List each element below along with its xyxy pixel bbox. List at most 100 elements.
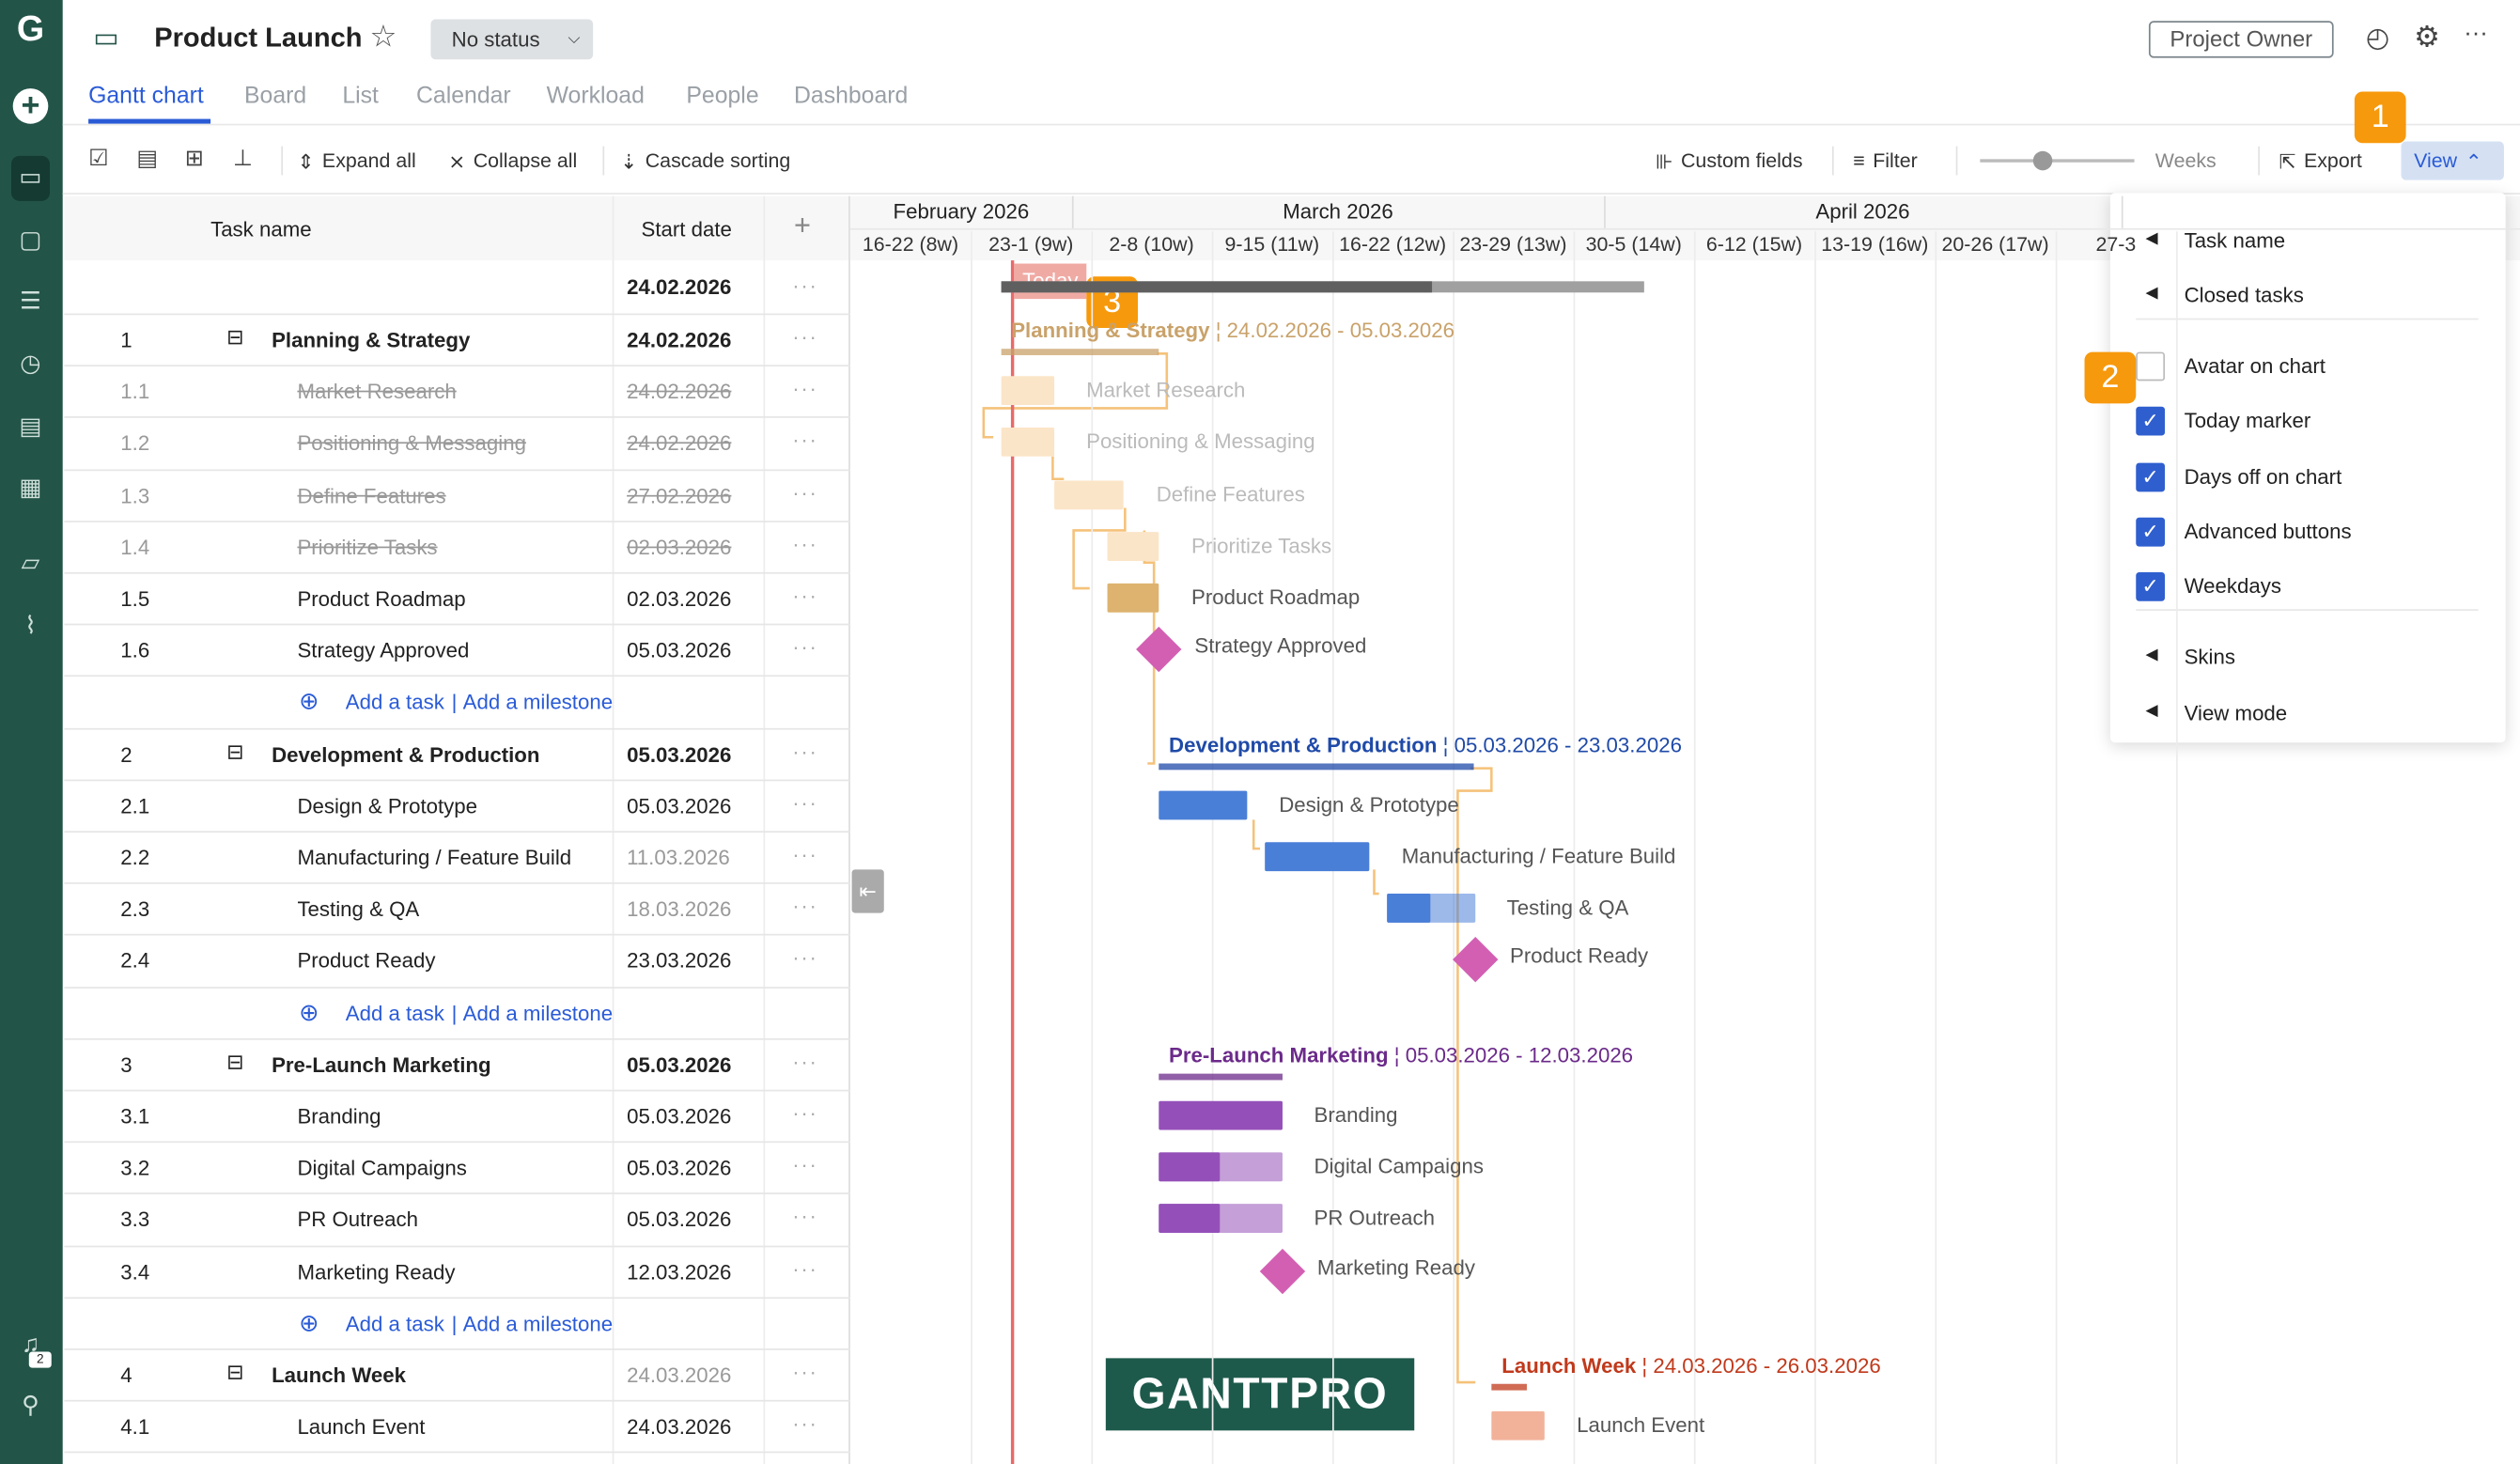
add-task-link[interactable]: Add a task xyxy=(345,1311,444,1336)
attachment-icon[interactable]: ⌇ xyxy=(24,612,37,640)
task-name[interactable]: Market Research xyxy=(297,379,457,404)
add-circle-icon[interactable]: ⊕ xyxy=(299,688,319,716)
task-bar[interactable] xyxy=(1053,479,1125,509)
row-menu-icon[interactable]: ··· xyxy=(792,739,818,763)
task-name[interactable]: Planning & Strategy xyxy=(272,327,471,352)
add-column-plus-icon[interactable]: + xyxy=(793,209,811,241)
task-name[interactable]: Prioritize Tasks xyxy=(297,535,438,559)
add-circle-icon[interactable]: ⊕ xyxy=(299,1309,319,1337)
tab-board[interactable]: Board xyxy=(243,83,307,110)
checkbox-today-marker[interactable]: ✓ xyxy=(2136,406,2166,436)
task-start-date[interactable]: 05.03.2026 xyxy=(627,1052,732,1077)
row-menu-icon[interactable]: ··· xyxy=(792,1049,818,1074)
task-bar[interactable] xyxy=(1159,790,1248,820)
checkbox-avatar-on-chart[interactable] xyxy=(2136,351,2166,382)
row-menu-icon[interactable]: ··· xyxy=(792,376,818,401)
row-menu-icon[interactable]: ··· xyxy=(792,1360,818,1384)
search-icon[interactable]: ⚲ xyxy=(22,1392,39,1420)
menu-item-avatar-on-chart[interactable]: Avatar on chart xyxy=(2184,353,2326,378)
row-menu-icon[interactable]: ··· xyxy=(792,894,818,919)
menu-item-today-marker[interactable]: Today marker xyxy=(2184,408,2311,433)
portfolio-briefcase-icon[interactable]: ▢ xyxy=(19,226,42,255)
task-name[interactable]: Strategy Approved xyxy=(297,638,470,663)
time-clock-icon[interactable]: ◷ xyxy=(20,350,41,378)
chat-icon[interactable]: ▱ xyxy=(21,549,40,578)
menu-item-closed-tasks[interactable]: Closed tasks xyxy=(2184,283,2304,307)
task-name[interactable]: PR Outreach xyxy=(297,1207,418,1232)
view-button[interactable]: View ⌃ xyxy=(2401,141,2504,180)
group-summary-bar[interactable] xyxy=(1159,1073,1283,1081)
task-start-date[interactable]: 27.02.2026 xyxy=(627,483,732,507)
collapse-group-icon[interactable]: ⊟ xyxy=(226,1360,244,1384)
task-bar[interactable] xyxy=(1492,1411,1545,1441)
row-menu-icon[interactable]: ··· xyxy=(792,1152,818,1177)
task-start-date[interactable]: 24.02.2026 xyxy=(627,431,732,456)
gear-icon[interactable]: ⚙ xyxy=(2414,21,2440,54)
filter-button[interactable]: ≡ Filter xyxy=(1853,145,1918,177)
role-badge[interactable]: Project Owner xyxy=(2148,21,2334,58)
row-menu-icon[interactable]: ··· xyxy=(792,1255,818,1281)
star-icon[interactable]: ☆ xyxy=(369,21,397,55)
menu-item-weekdays[interactable]: Weekdays xyxy=(2184,573,2282,599)
task-start-date[interactable]: 12.03.2026 xyxy=(627,1259,732,1284)
task-name[interactable]: Branding xyxy=(297,1104,381,1129)
status-dropdown[interactable]: No status ⌵ xyxy=(430,19,594,60)
add-task-link[interactable]: Add a task xyxy=(345,690,444,715)
group-summary-bar[interactable] xyxy=(1001,349,1159,356)
task-start-date[interactable]: 05.03.2026 xyxy=(627,793,732,818)
notifications-bell-icon[interactable]: ♫ xyxy=(21,1331,40,1359)
tab-people[interactable]: People xyxy=(686,83,759,110)
hierarchy-icon[interactable]: ⊞ xyxy=(184,144,204,171)
task-start-date[interactable]: 24.02.2026 xyxy=(627,327,732,352)
collapse-group-icon[interactable]: ⊟ xyxy=(226,324,244,350)
select-checkbox-icon[interactable]: ☑ xyxy=(88,144,109,171)
collapse-all-button[interactable]: ⨯ Collapse all xyxy=(448,145,577,177)
collapse-group-icon[interactable]: ⊟ xyxy=(226,739,244,763)
task-start-date[interactable]: 02.03.2026 xyxy=(627,586,732,611)
task-bar[interactable] xyxy=(1264,842,1370,872)
checkbox-days-off-on-chart[interactable]: ✓ xyxy=(2136,462,2166,492)
task-bar[interactable] xyxy=(1001,428,1054,458)
baseline-icon[interactable]: ⊥ xyxy=(233,144,253,171)
list-icon[interactable]: ☰ xyxy=(19,288,41,316)
reports-icon[interactable]: ▤ xyxy=(19,413,42,441)
task-name[interactable]: Define Features xyxy=(297,483,446,507)
task-name[interactable]: Design & Prototype xyxy=(297,793,478,818)
task-name[interactable]: Pre-Launch Marketing xyxy=(272,1052,491,1077)
tab-dashboard[interactable]: Dashboard xyxy=(793,83,909,110)
row-menu-icon[interactable]: ··· xyxy=(792,324,818,350)
row-menu-icon[interactable]: ··· xyxy=(792,479,818,505)
row-menu-icon[interactable]: ··· xyxy=(792,428,818,453)
task-start-date[interactable]: 18.03.2026 xyxy=(627,896,732,922)
row-menu-icon[interactable]: ··· xyxy=(792,1411,818,1436)
menu-item-advanced-buttons[interactable]: Advanced buttons xyxy=(2184,519,2352,544)
zoom-slider[interactable] xyxy=(1977,148,2140,173)
task-bar[interactable] xyxy=(1001,376,1054,406)
menu-item-skins[interactable]: Skins xyxy=(2184,644,2235,669)
row-menu-icon[interactable]: ··· xyxy=(792,273,818,298)
task-name[interactable]: Manufacturing / Feature Build xyxy=(297,845,572,870)
tab-gantt-chart[interactable]: Gantt chart xyxy=(88,83,204,110)
group-summary-bar[interactable] xyxy=(1159,762,1475,770)
task-start-date[interactable]: 05.03.2026 xyxy=(627,1104,732,1129)
collapse-grid-arrow-button[interactable]: ⇤ xyxy=(851,869,884,913)
task-bar[interactable] xyxy=(1106,531,1159,561)
menu-item-days-off-on-chart[interactable]: Days off on chart xyxy=(2184,464,2342,489)
task-name[interactable]: Marketing Ready xyxy=(297,1259,456,1284)
column-header-start-date[interactable]: Start date xyxy=(641,216,732,241)
add-milestone-link[interactable]: | xyxy=(451,1000,458,1025)
add-milestone-link[interactable]: Add a milestone xyxy=(462,1000,614,1025)
row-menu-icon[interactable]: ··· xyxy=(792,1204,818,1229)
row-menu-icon[interactable]: ··· xyxy=(792,945,818,971)
task-start-date[interactable]: 02.03.2026 xyxy=(627,535,732,559)
task-start-date[interactable]: 05.03.2026 xyxy=(627,1207,732,1232)
task-start-date[interactable]: 24.03.2026 xyxy=(627,1363,732,1388)
tab-list[interactable]: List xyxy=(342,83,379,110)
task-start-date[interactable]: 23.03.2026 xyxy=(627,948,732,973)
row-menu-icon[interactable]: ··· xyxy=(792,842,818,866)
custom-fields-button[interactable]: ⊪ Custom fields xyxy=(1656,145,1803,177)
checkbox-advanced-buttons[interactable]: ✓ xyxy=(2136,517,2166,547)
projects-folder-icon[interactable]: ▭ xyxy=(10,155,51,201)
task-start-date[interactable]: 05.03.2026 xyxy=(627,1156,732,1180)
task-name[interactable]: Digital Campaigns xyxy=(297,1156,467,1180)
